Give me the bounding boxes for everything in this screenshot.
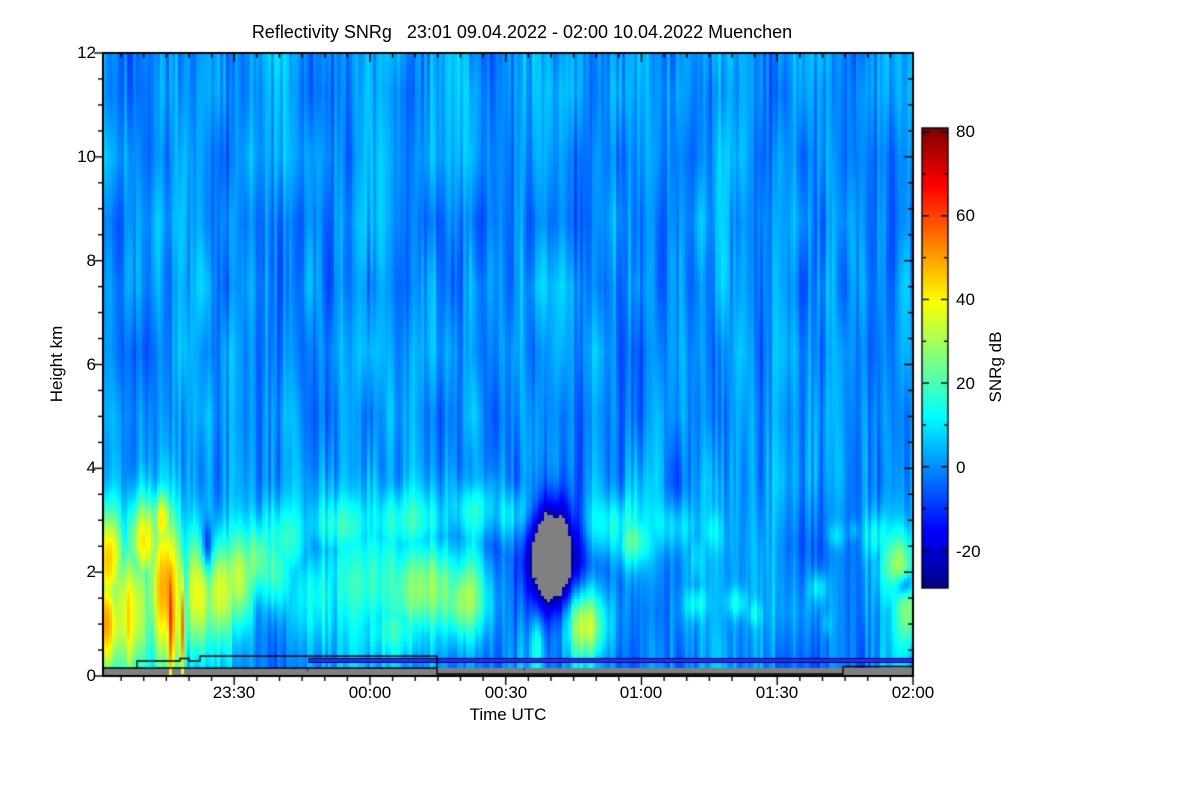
colorbar-axis-label: SNRg dB bbox=[986, 331, 1005, 403]
y-tick-label: 8 bbox=[86, 251, 96, 270]
y-tick-label: 10 bbox=[77, 147, 96, 166]
x-tick-label: 01:00 bbox=[619, 683, 663, 702]
x-tick-label: 23:30 bbox=[212, 683, 256, 702]
colorbar-tick-label: 20 bbox=[956, 374, 975, 393]
y-tick-label: 12 bbox=[77, 43, 96, 62]
colorbar-tick-label: 60 bbox=[956, 206, 975, 225]
x-tick-label: 00:30 bbox=[484, 683, 528, 702]
plot-title: Reflectivity SNRg 23:01 09.04.2022 - 02:… bbox=[251, 22, 793, 42]
colorbar-tick-label: 0 bbox=[956, 458, 966, 477]
y-tick-label: 0 bbox=[86, 666, 96, 685]
y-tick-label: 6 bbox=[86, 355, 96, 374]
y-axis-label: Height km bbox=[47, 325, 66, 403]
y-tick-label: 4 bbox=[86, 458, 96, 477]
x-axis-label: Time UTC bbox=[469, 705, 547, 724]
colorbar-tick-label: 40 bbox=[956, 290, 975, 309]
y-tick-label: 2 bbox=[86, 562, 96, 581]
colorbar-tick-label: 80 bbox=[956, 122, 975, 141]
x-tick-label: 01:30 bbox=[755, 683, 799, 702]
x-tick-label: 00:00 bbox=[348, 683, 392, 702]
x-tick-label: 02:00 bbox=[891, 683, 935, 702]
colorbar-tick-label: -20 bbox=[956, 542, 981, 561]
